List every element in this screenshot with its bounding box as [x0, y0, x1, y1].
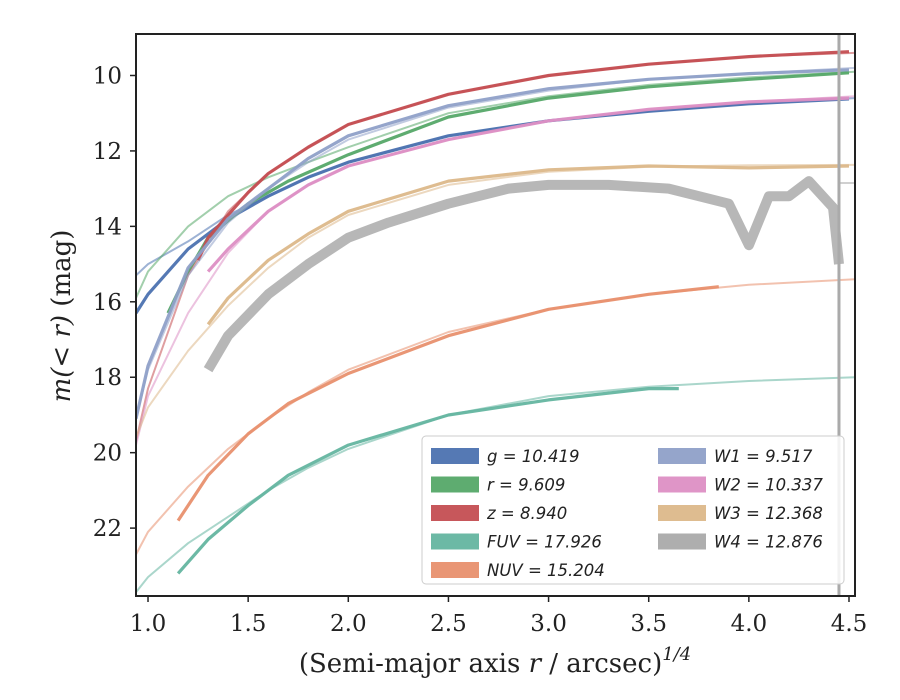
- legend: g = 10.419 r = 9.609 z = 8.940 FUV = 17.926…: [421, 435, 845, 585]
- x-tick-label: 2.5: [430, 611, 467, 637]
- legend-swatch-g: [431, 448, 479, 464]
- series-r-model-line: [136, 70, 855, 299]
- y-tick-label: 18: [93, 365, 122, 391]
- legend-swatch-w3: [658, 505, 706, 521]
- plot-area: [136, 34, 855, 596]
- x-axis-label-sup: 1/4: [662, 644, 691, 665]
- y-tick-label: 12: [93, 139, 122, 165]
- series-w4-line: [203, 176, 844, 373]
- x-tick-label: 4.5: [831, 611, 868, 637]
- y-tick-label: 10: [93, 63, 122, 89]
- legend-items: g = 10.419 r = 9.609 z = 8.940 FUV = 17.926…: [431, 447, 823, 580]
- plot-frame: [135, 33, 856, 597]
- y-tick-label: 14: [93, 214, 122, 240]
- legend-swatch-z: [431, 505, 479, 521]
- series-w2-line: [206, 96, 850, 273]
- legend-box: [421, 435, 845, 585]
- legend-label-w2: W2 = 10.337: [714, 476, 823, 495]
- series-w3-line: [206, 164, 850, 326]
- y-axis-label-var: m: [47, 378, 77, 403]
- x-tick-label: 1.0: [130, 611, 167, 637]
- y-axis-label-mid: (< r): [47, 307, 77, 378]
- series-fuv-line: [176, 387, 679, 575]
- legend-swatch-w2: [658, 476, 706, 493]
- series-g-line: [136, 97, 850, 314]
- x-axis-label-text: (Semi-major axis: [299, 649, 529, 679]
- legend-swatch-fuv: [431, 533, 479, 550]
- series-w2-model-line: [136, 95, 855, 446]
- y-tick-label: 16: [93, 290, 122, 316]
- legend-label-fuv: FUV = 17.926: [487, 533, 602, 552]
- legend-label-nuv: NUV = 15.204: [487, 561, 605, 580]
- legend-swatch-nuv: [431, 562, 479, 578]
- legend-swatch-r: [431, 476, 479, 493]
- legend-label-w1: W1 = 9.517: [714, 447, 813, 466]
- legend-label-z: z = 8.940: [486, 504, 567, 523]
- x-tick-label: 3.5: [630, 611, 667, 637]
- y-tick-label: 22: [93, 516, 122, 542]
- series-nuv-line: [176, 285, 719, 522]
- axis-ticks: 1.0 1.5 2.0 2.5 3.0 3.5 4.0 4.5 10 12 14 16 18 20 22: [93, 63, 868, 637]
- y-axis-label: m(< r) (mag): [47, 230, 77, 403]
- legend-swatch-w4: [658, 533, 706, 550]
- legend-swatch-w1: [658, 448, 706, 464]
- series-z-line: [196, 50, 850, 261]
- y-axis-label-unit: (mag): [47, 230, 77, 307]
- legend-label-r: r = 9.609: [487, 476, 565, 495]
- series-w1-line: [136, 68, 850, 420]
- x-tick-label: 3.0: [530, 611, 567, 637]
- x-tick-label: 1.5: [230, 611, 267, 637]
- series-fuv-model-line: [136, 376, 855, 593]
- x-tick-label: 4.0: [731, 611, 768, 637]
- y-tick-label: 20: [93, 441, 122, 467]
- legend-label-w4: W4 = 12.876: [714, 533, 823, 552]
- x-axis-label: (Semi-major axis r / arcsec)1/4: [299, 644, 691, 679]
- x-axis-label-mid: / arcsec): [541, 649, 662, 679]
- x-axis-label-var: r: [529, 649, 543, 679]
- legend-label-w3: W3 = 12.368: [714, 504, 823, 523]
- legend-label-g: g = 10.419: [487, 447, 580, 466]
- x-tick-label: 2.0: [330, 611, 367, 637]
